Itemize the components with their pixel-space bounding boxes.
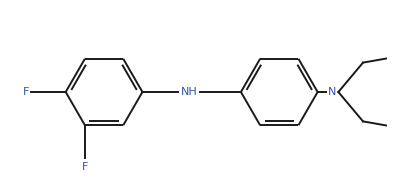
Text: NH: NH bbox=[181, 87, 198, 97]
Text: F: F bbox=[82, 162, 88, 172]
Text: F: F bbox=[23, 87, 29, 97]
Text: N: N bbox=[328, 87, 336, 97]
